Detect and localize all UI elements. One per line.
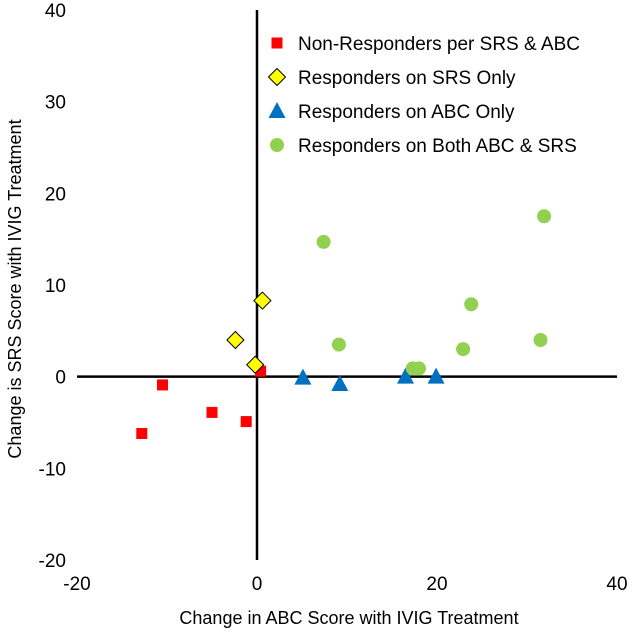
legend-circle-marker (270, 138, 284, 152)
square-point (206, 406, 218, 418)
diamond-point (253, 291, 272, 310)
legend-square-marker (271, 37, 283, 49)
square-point (136, 428, 148, 439)
x-axis-label: Change in ABC Score with IVIG Treatment (179, 608, 518, 628)
x-tick-label: 20 (426, 574, 447, 595)
legend: Non-Responders per SRS & ABC Responders o… (267, 34, 580, 157)
square-point (157, 379, 168, 391)
square-point (240, 416, 252, 428)
y-tick-label: 0 (55, 368, 66, 389)
series-4 (316, 209, 552, 376)
tick-labels: -20 0 20 40 40 30 20 10 0 -10 -20 (39, 1, 628, 595)
y-axis-label: Change is SRS Score with IVIG Treatment (5, 119, 25, 458)
y-tick-label: 30 (45, 93, 66, 114)
x-tick-label: -20 (63, 574, 90, 595)
diamond-point (245, 355, 265, 374)
series-3 (294, 367, 445, 391)
y-tick-label: 40 (45, 1, 66, 22)
triangle-point (427, 367, 445, 384)
circle-point (316, 234, 331, 249)
triangle-point (331, 375, 349, 391)
axes (77, 10, 617, 560)
legend-label: Responders on SRS Only (298, 68, 516, 89)
circle-point (533, 333, 548, 347)
legend-label: Non-Responders per SRS & ABC (298, 34, 580, 55)
y-tick-label: 20 (45, 184, 66, 205)
diamond-point (226, 330, 245, 350)
square-point (255, 365, 267, 377)
y-tick-label: 10 (45, 276, 66, 297)
legend-triangle-marker (268, 102, 286, 118)
y-tick-label: -10 (39, 459, 66, 480)
triangle-point (294, 368, 312, 385)
circle-point (464, 297, 479, 312)
x-tick-label: 0 (252, 574, 263, 595)
legend-item: Non-Responders per SRS & ABC (271, 34, 580, 55)
series-2 (226, 291, 272, 374)
legend-item: Responders on SRS Only (267, 67, 516, 89)
triangle-point (397, 367, 414, 384)
series-1 (136, 365, 267, 439)
y-tick-label: -20 (39, 551, 66, 572)
data-points (136, 209, 552, 439)
circle-point (537, 209, 552, 224)
x-tick-label: 40 (606, 574, 627, 595)
legend-label: Responders on Both ABC & SRS (298, 136, 577, 157)
legend-diamond-marker (267, 67, 287, 87)
legend-item: Responders on Both ABC & SRS (270, 136, 577, 157)
circle-point (456, 342, 471, 357)
legend-label: Responders on ABC Only (298, 102, 515, 123)
circle-point (412, 361, 426, 376)
legend-item: Responders on ABC Only (268, 102, 515, 123)
circle-point (331, 337, 346, 352)
